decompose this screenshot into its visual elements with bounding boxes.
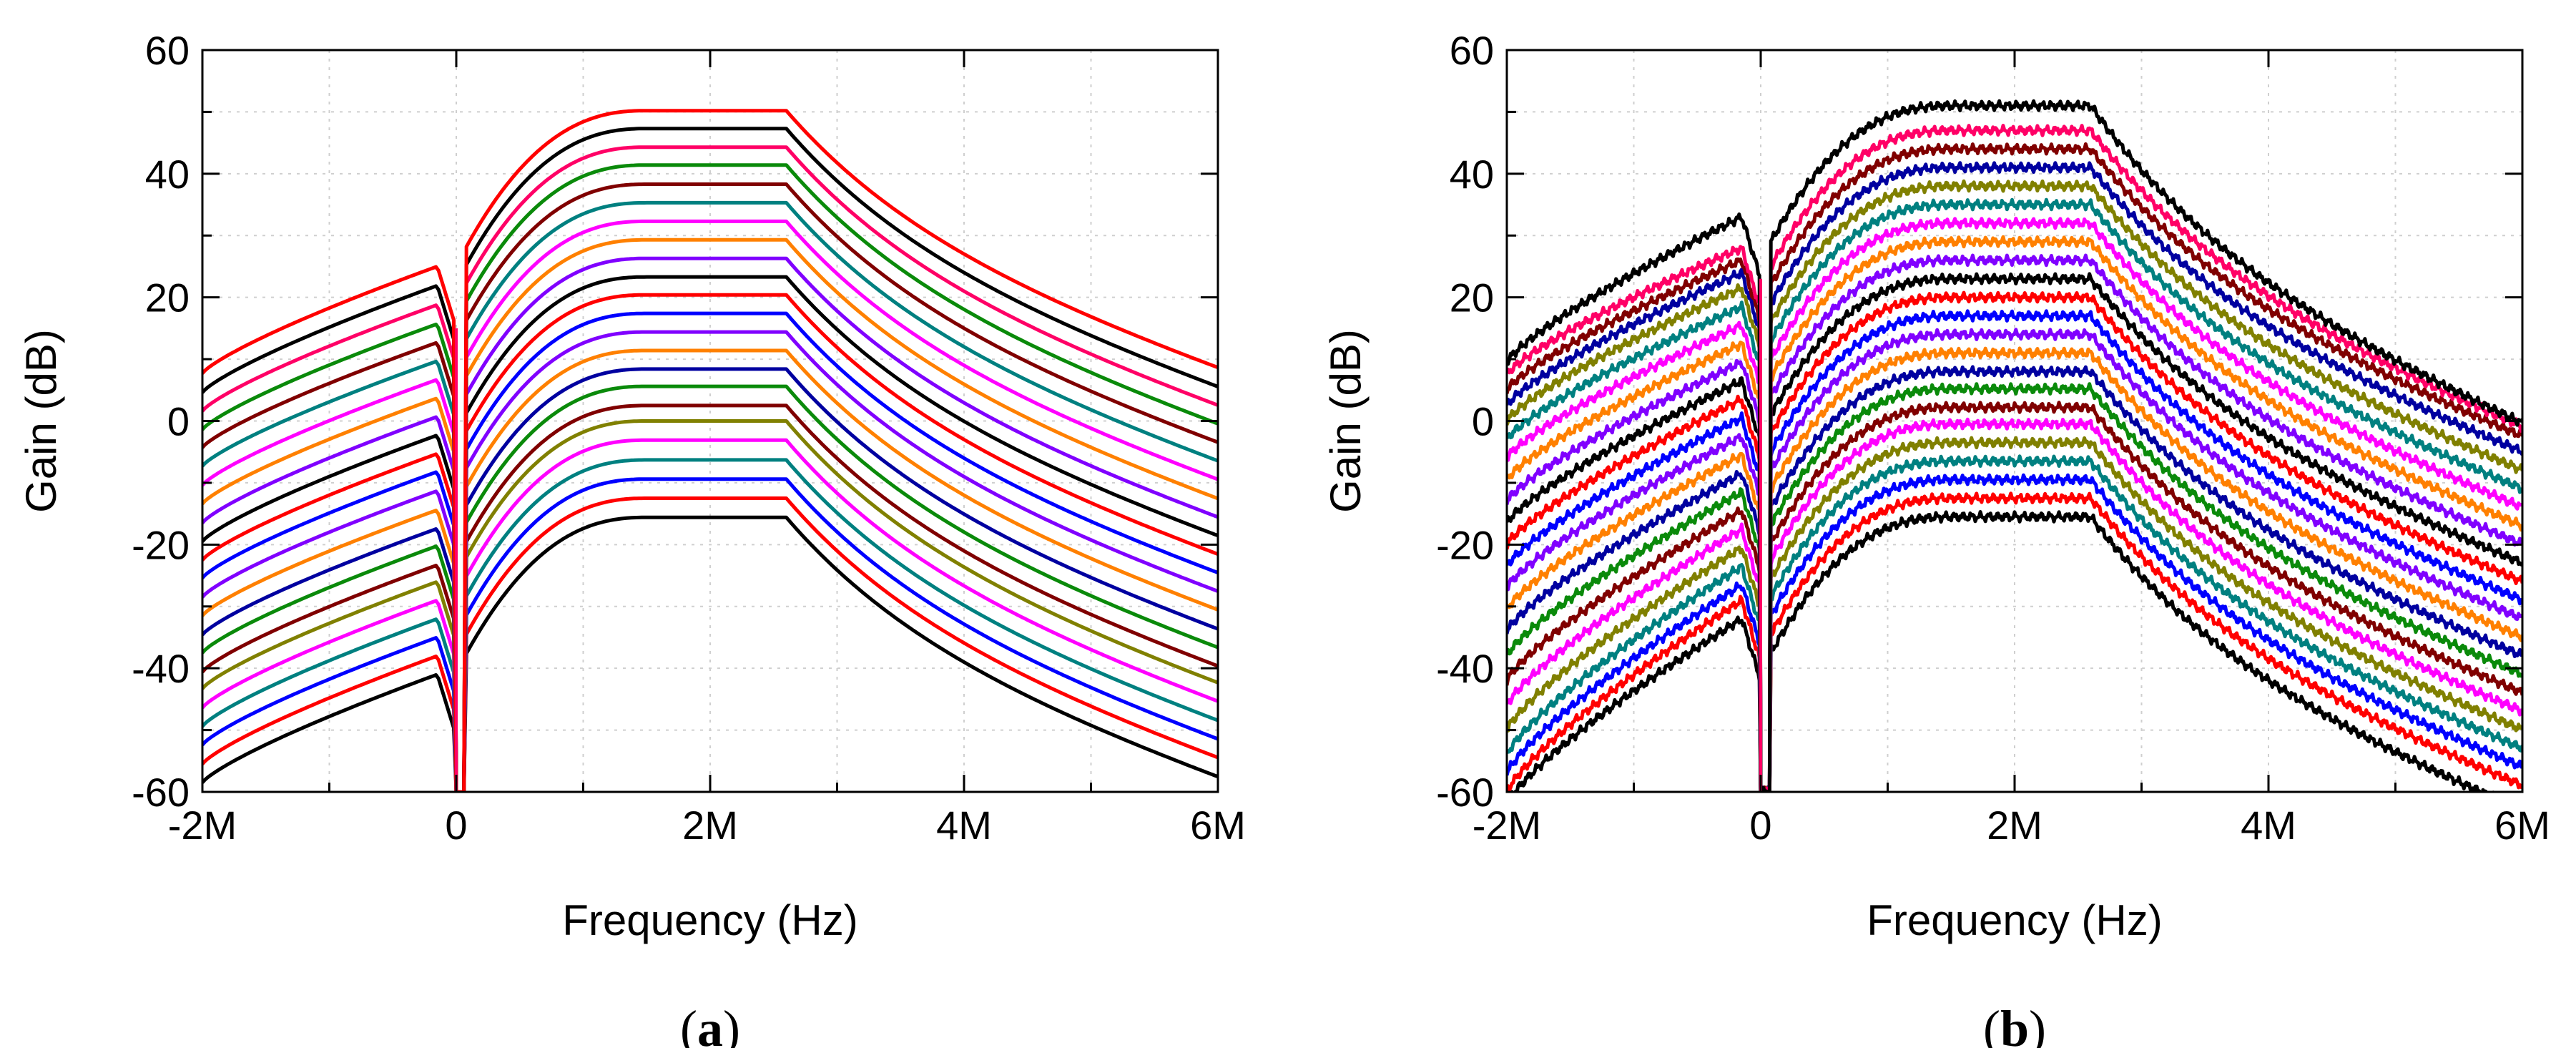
series-line-5	[1507, 436, 2522, 792]
series-line-16	[202, 237, 1218, 792]
series-line-19	[202, 182, 1218, 792]
series-line-7	[202, 403, 1218, 792]
series-line-9	[1507, 365, 2522, 792]
panel-label-b-open: (	[1983, 1000, 2000, 1048]
panel-label-a: (a)	[680, 1000, 740, 1048]
y-tick-label: 60	[145, 28, 190, 73]
x-tick-label: 6M	[2494, 803, 2550, 848]
x-tick-label: 4M	[936, 803, 992, 848]
x-tick-label: 0	[445, 803, 467, 848]
series-line-7	[1507, 401, 2522, 792]
y-tick-label: -40	[1436, 646, 1494, 691]
x-tick-label: -2M	[1473, 803, 1541, 848]
panel-label-b-close: )	[2029, 1000, 2046, 1048]
x-tick-label: 2M	[1987, 803, 2042, 848]
x-tick-labels-a: -2M 0 2M 4M 6M	[168, 803, 1246, 848]
chart-panel-a: -2M 0 2M 4M 6M -60 -40 -20 0 20 40 60 Frequency (H…	[17, 28, 1246, 1048]
series-line-20	[1507, 161, 2522, 792]
panel-label-b-letter: b	[2000, 1000, 2029, 1048]
series-line-2	[1507, 491, 2522, 792]
series-line-22	[202, 127, 1218, 792]
series-line-9	[202, 367, 1218, 792]
y-tick-label: 20	[145, 275, 190, 320]
series-line-16	[1507, 235, 2522, 792]
chart-panel-b: -2M 0 2M 4M 6M -60 -40 -20 0 20 40 60 Frequency (H…	[1322, 28, 2550, 1048]
series-line-12	[202, 311, 1218, 792]
series-line-19	[1507, 179, 2522, 792]
series-line-1	[1510, 510, 2495, 792]
series-line-2	[202, 496, 1218, 792]
series-line-20	[202, 163, 1218, 792]
series-line-4	[202, 458, 1218, 792]
series-group-b	[1507, 99, 2522, 792]
series-line-18	[202, 200, 1218, 792]
x-tick-label: -2M	[168, 803, 237, 848]
series-line-13	[202, 293, 1218, 792]
series-line-22	[1507, 124, 2522, 792]
series-line-17	[1507, 216, 2522, 792]
y-tick-label: -40	[132, 646, 190, 691]
panel-label-a-letter: a	[697, 1000, 723, 1048]
series-line-18	[1507, 197, 2522, 792]
y-tick-label: -60	[1436, 770, 1494, 815]
series-line-14	[202, 275, 1218, 792]
y-tick-labels-b: -60 -40 -20 0 20 40 60	[1436, 28, 1494, 815]
x-axis-title-b: Frequency (Hz)	[1867, 896, 2162, 944]
ticks-b	[1505, 49, 2524, 793]
series-line-8	[202, 384, 1218, 792]
x-tick-label: 6M	[1190, 803, 1246, 848]
series-line-10	[202, 348, 1218, 792]
y-tick-label: 20	[1450, 275, 1494, 320]
y-axis-title-b: Gain (dB)	[1322, 329, 1370, 513]
series-line-10	[1507, 346, 2522, 792]
series-line-6	[202, 419, 1218, 792]
x-tick-label: 0	[1749, 803, 1771, 848]
series-line-21	[1507, 142, 2522, 792]
panel-label-b: (b)	[1983, 1000, 2046, 1048]
y-tick-label: -60	[132, 770, 190, 815]
x-axis-title-a: Frequency (Hz)	[562, 896, 857, 944]
y-axis-title-a: Gain (dB)	[17, 329, 65, 513]
series-line-11	[202, 330, 1218, 792]
series-line-11	[1507, 328, 2522, 792]
panel-label-a-close: )	[723, 1000, 740, 1048]
x-tick-labels-b: -2M 0 2M 4M 6M	[1473, 803, 2550, 848]
y-tick-label: 60	[1450, 28, 1494, 73]
series-line-3	[1507, 473, 2522, 792]
series-line-13	[1507, 290, 2522, 792]
ticks-a	[201, 49, 1219, 793]
y-tick-label: -20	[1436, 522, 1494, 567]
y-tick-labels-a: -60 -40 -20 0 20 40 60	[132, 28, 190, 815]
series-line-3	[202, 477, 1218, 792]
series-line-12	[1507, 309, 2522, 792]
series-line-14	[1507, 272, 2522, 792]
x-tick-label: 2M	[682, 803, 738, 848]
x-tick-label: 4M	[2241, 803, 2296, 848]
series-line-4	[1507, 454, 2522, 792]
series-line-23	[202, 109, 1218, 792]
series-line-23	[1507, 99, 2522, 792]
panel-label-a-open: (	[680, 1000, 697, 1048]
series-line-1	[202, 515, 1218, 792]
y-tick-label: 40	[1450, 152, 1494, 197]
y-tick-label: -20	[132, 522, 190, 567]
y-tick-label: 0	[1472, 399, 1494, 444]
y-tick-label: 40	[145, 152, 190, 197]
series-line-5	[202, 438, 1218, 792]
series-group-a	[202, 109, 1218, 792]
series-line-21	[202, 145, 1218, 792]
series-line-8	[1507, 382, 2522, 792]
series-line-17	[202, 219, 1218, 792]
series-line-15	[202, 256, 1218, 792]
series-line-6	[1507, 417, 2522, 792]
y-tick-label: 0	[167, 399, 190, 444]
series-line-15	[1507, 253, 2522, 792]
